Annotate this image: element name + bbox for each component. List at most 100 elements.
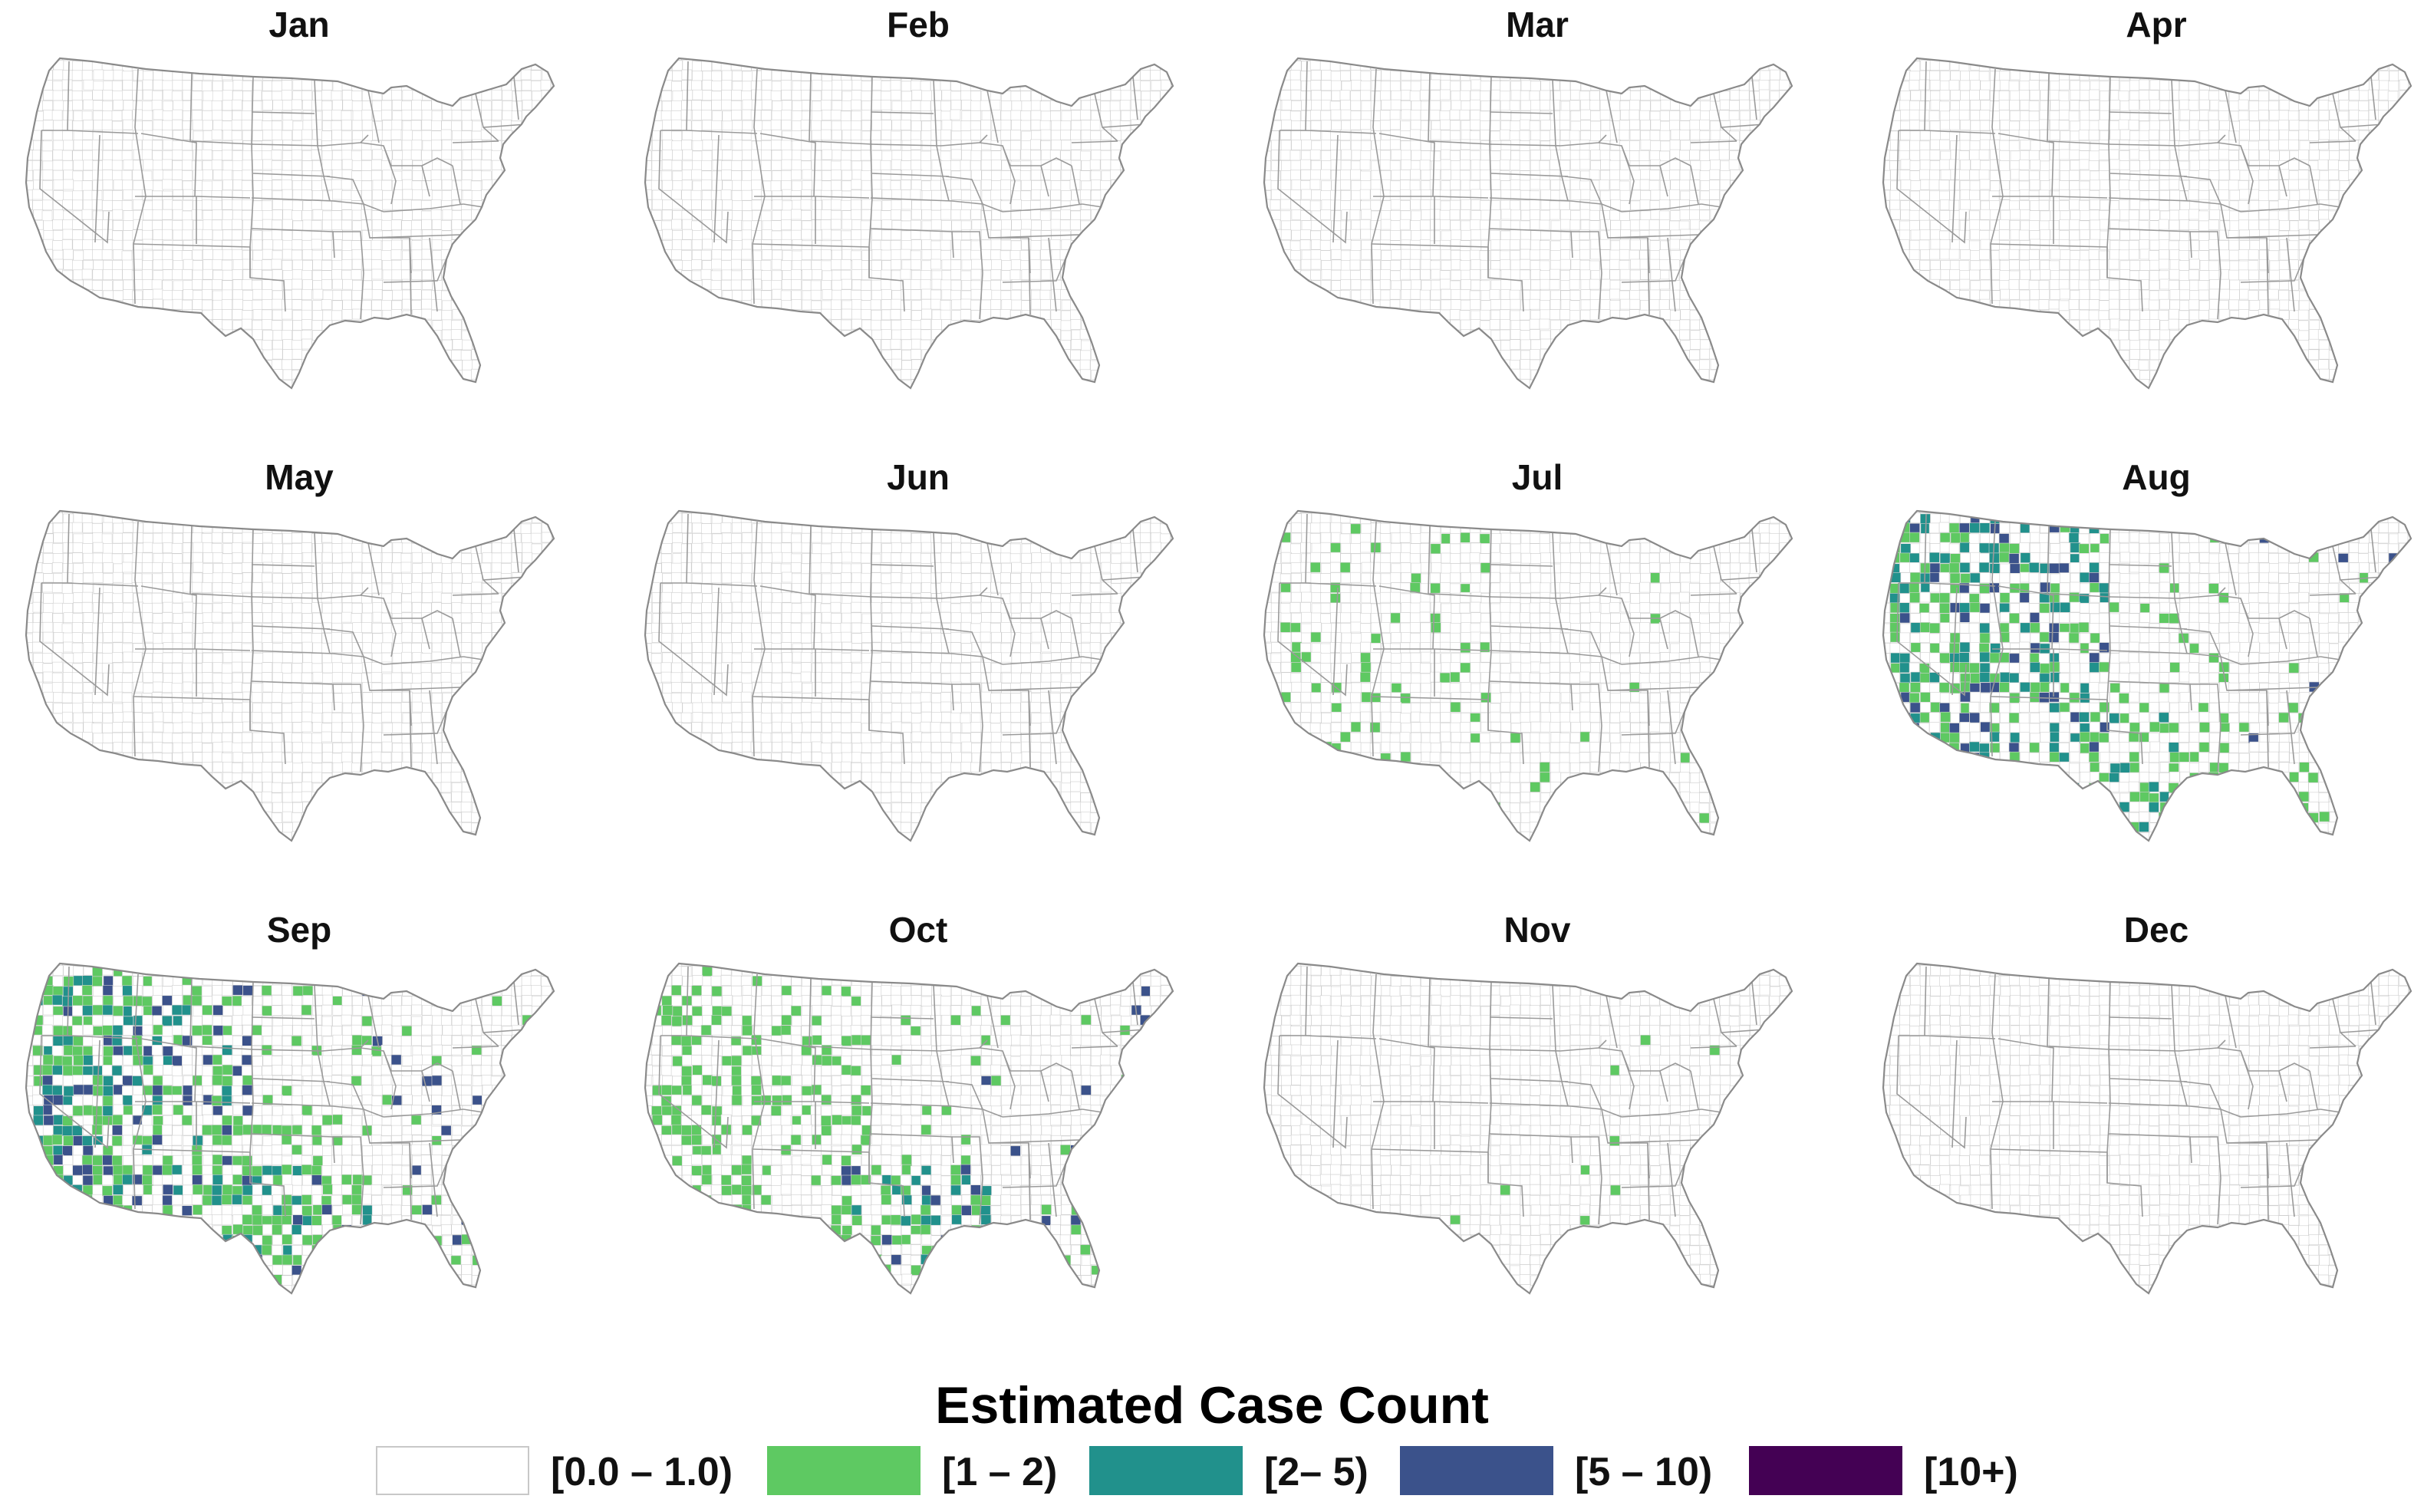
- county-cell: [1140, 209, 1151, 220]
- county-cell: [1680, 140, 1691, 151]
- county-cell: [950, 100, 962, 110]
- county-cell: [1100, 150, 1112, 161]
- county-cell: [1490, 100, 1500, 111]
- county-cell: [940, 348, 951, 360]
- county-cell: [312, 280, 324, 291]
- county-cell: [931, 90, 942, 101]
- county-cell: [542, 278, 553, 290]
- county-cell: [1580, 120, 1591, 130]
- county-cell: [341, 150, 353, 161]
- county-cell: [1080, 209, 1091, 220]
- county-cell: [92, 319, 104, 330]
- county-cell: [312, 389, 322, 399]
- county-cell: [122, 58, 133, 61]
- county-cell: [162, 289, 173, 301]
- county-cell: [542, 420, 552, 430]
- county-cell: [1130, 390, 1140, 400]
- county-cell: [802, 180, 812, 191]
- county-cell: [1749, 60, 1760, 71]
- county-cell: [342, 278, 354, 290]
- county-cell: [101, 339, 113, 350]
- county-cell: [351, 338, 362, 350]
- county-cell: [182, 140, 193, 151]
- county-cell: [193, 400, 203, 410]
- county-cell: [871, 370, 883, 380]
- county-cell: [451, 280, 463, 291]
- county-cell: [781, 370, 792, 380]
- county-cell: [552, 410, 562, 420]
- county-cell: [940, 160, 952, 171]
- county-cell: [1070, 420, 1080, 430]
- county-cell: [31, 189, 43, 200]
- county-cell: [192, 269, 203, 281]
- county-cell: [831, 299, 841, 311]
- county-cell: [1040, 60, 1052, 71]
- county-cell: [382, 269, 394, 281]
- county-cell: [1151, 260, 1161, 271]
- county-cell: [791, 379, 802, 388]
- county-cell: [83, 380, 94, 388]
- county-cell: [851, 259, 863, 270]
- county-cell: [782, 420, 792, 430]
- county-cell: [1500, 69, 1510, 81]
- state-border: [713, 134, 720, 243]
- county-cell: [312, 190, 323, 201]
- county-cell: [1031, 130, 1042, 141]
- county-cell: [645, 170, 652, 180]
- county-cell: [412, 58, 423, 61]
- county-cell: [242, 150, 253, 161]
- county-cell: [931, 110, 942, 121]
- county-cell: [481, 210, 492, 221]
- county-cell: [821, 328, 832, 340]
- county-cell: [373, 409, 383, 419]
- county-cell: [72, 219, 83, 230]
- county-cell: [163, 348, 173, 360]
- county-cell: [645, 199, 652, 210]
- county-cell: [52, 230, 64, 241]
- county-cell: [382, 90, 393, 100]
- county-cell: [262, 420, 272, 430]
- county-cell: [1698, 80, 1710, 91]
- county-cell: [1519, 160, 1530, 171]
- county-cell: [53, 140, 64, 151]
- county-cell: [432, 70, 443, 81]
- county-cell: [51, 110, 63, 121]
- county-cell: [832, 279, 842, 291]
- county-cell: [382, 120, 393, 131]
- county-cell: [272, 269, 283, 281]
- county-cell: [26, 229, 34, 240]
- county-cell: [191, 99, 203, 110]
- county-cell: [352, 280, 363, 291]
- county-cell: [1630, 80, 1641, 91]
- county-cell: [481, 319, 492, 331]
- county-cell: [162, 209, 173, 220]
- county-cell: [182, 269, 193, 280]
- county-cell: [851, 400, 861, 410]
- county-cell: [501, 419, 511, 429]
- county-cell: [33, 318, 44, 330]
- county-cell: [491, 110, 502, 120]
- county-cell: [391, 329, 403, 340]
- county-cell: [1769, 120, 1780, 131]
- county-cell: [461, 209, 472, 220]
- county-cell: [891, 159, 902, 170]
- county-cell: [511, 289, 522, 301]
- county-cell: [751, 100, 762, 110]
- county-cell: [1281, 160, 1292, 171]
- county-cell: [990, 340, 1001, 351]
- county-cell: [203, 268, 213, 280]
- county-cell: [222, 419, 232, 429]
- county-cell: [243, 400, 253, 410]
- county-cell: [1191, 170, 1200, 180]
- county-cell: [692, 359, 703, 371]
- county-cell: [1040, 299, 1051, 310]
- county-cell: [645, 279, 653, 290]
- county-cell: [980, 180, 992, 190]
- county-cell: [861, 369, 872, 380]
- county-cell: [183, 289, 194, 301]
- county-cell: [461, 110, 473, 121]
- county-cell: [701, 100, 712, 111]
- county-cell: [990, 239, 1002, 250]
- county-cell: [840, 160, 851, 171]
- county-cell: [1669, 120, 1680, 131]
